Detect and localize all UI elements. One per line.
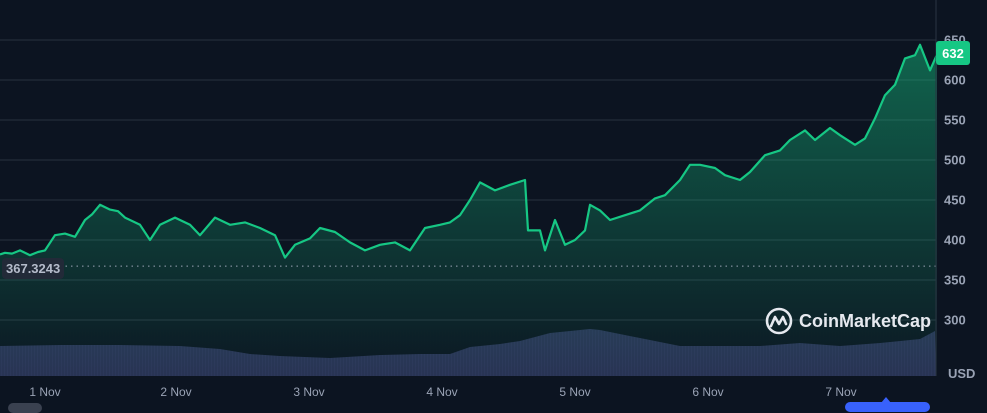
x-axis-label: 4 Nov	[426, 385, 458, 399]
coinmarketcap-watermark: CoinMarketCap	[765, 307, 931, 335]
x-axis-label: 7 Nov	[825, 385, 857, 399]
range-slider-right-handle[interactable]	[845, 402, 930, 412]
x-axis-label: 3 Nov	[293, 385, 325, 399]
y-axis-label: 350	[944, 272, 966, 288]
price-line	[0, 43, 939, 259]
currency-label: USD	[948, 366, 976, 381]
x-axis-label: 2 Nov	[160, 385, 192, 399]
y-axis-label: 600	[944, 72, 966, 88]
range-slider-left-handle[interactable]	[8, 403, 42, 413]
y-axis-label: 550	[944, 112, 966, 128]
reference-price-badge: 367.3243	[2, 258, 65, 279]
x-axis-label: 1 Nov	[29, 385, 61, 399]
range-slider-pointer-icon	[881, 397, 891, 403]
y-axis-label: 500	[944, 152, 966, 168]
x-axis-label: 6 Nov	[692, 385, 724, 399]
y-axis-label: 300	[944, 312, 966, 328]
y-axis-label: 450	[944, 192, 966, 208]
y-axis-label: 400	[944, 232, 966, 248]
current-price-badge: 632	[936, 41, 970, 65]
coinmarketcap-logo-icon	[765, 307, 793, 335]
price-area	[0, 44, 937, 377]
x-axis-label: 5 Nov	[559, 385, 591, 399]
watermark-text: CoinMarketCap	[799, 310, 932, 331]
